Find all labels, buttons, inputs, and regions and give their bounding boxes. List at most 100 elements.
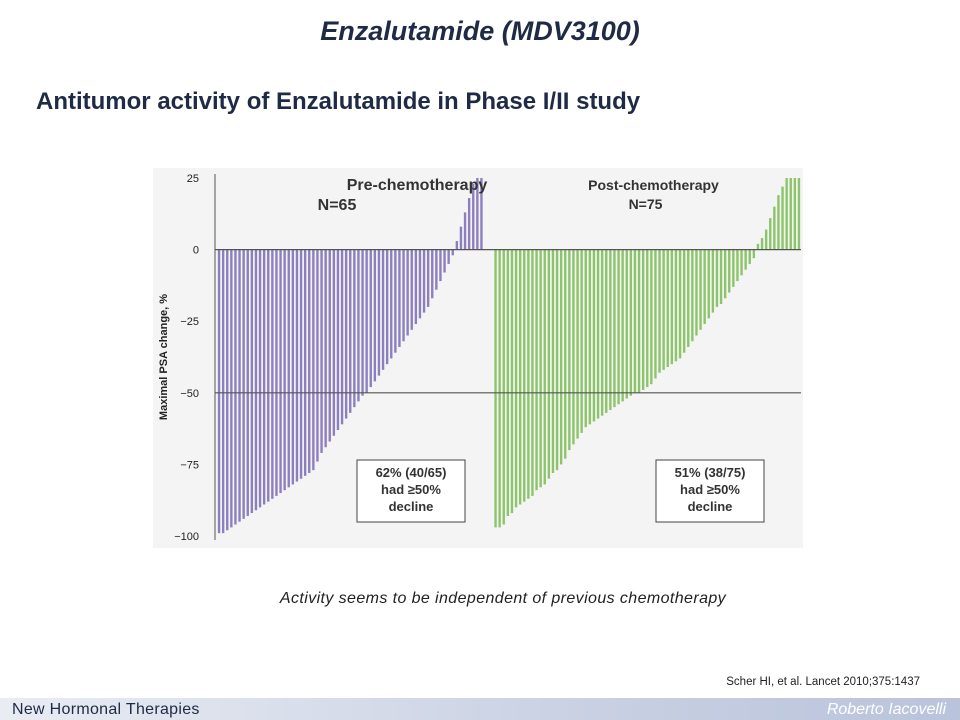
footer-section-title: New Hormonal Therapies [12,701,200,718]
post-chemo-bar [670,249,674,365]
pre-chemo-bar [295,249,299,482]
annotation-box-post-text: had ≥50% [680,482,740,497]
pre-chemo-bar [406,249,409,336]
annotation-box-post [655,459,765,523]
post-chemo-bar [596,249,600,419]
pre-chemo-bar [394,249,397,353]
post-chemo-bar [777,195,780,250]
post-chemo-bar [691,249,694,342]
post-chemo-bar [572,249,575,445]
annotation-box-pre-text: 62% (40/65) [376,465,447,480]
post-chemo-bar [617,249,620,405]
pre-chemo-bar [443,249,446,273]
pre-chemo-bar [254,249,258,511]
pre-chemo-bar [275,249,278,496]
pre-chemo-bar [221,249,225,534]
pre-chemo-bar [390,249,393,359]
y-axis-label: Maximal PSA change, % [158,294,170,420]
post-chemo-bar [498,249,501,528]
post-chemo-bar [711,249,715,313]
post-chemo-bar [613,249,616,408]
post-chemo-bar [715,249,719,307]
post-chemo-bar [674,249,678,362]
waterfall-chart: Maximal PSA change, % 25 0 −25 −50 −75 −100 Pre… [153,168,803,548]
slide-subtitle: Antitumor activity of Enzalutamide in Ph… [36,88,641,115]
post-chemo-bar [551,249,555,473]
footer-bar: New Hormonal Therapies Roberto Iacovelli [0,698,960,720]
post-chemo-bar [662,249,665,370]
post-chemo-bar [666,249,669,368]
post-chemo-bar [719,249,723,305]
post-chemo-bar [514,249,518,508]
post-chemo-bar [789,178,792,250]
post-chemo-bar [531,249,534,496]
post-chemo-bar [543,249,546,485]
pre-chemo-bar [431,249,434,299]
pre-chemo-bar [369,249,372,388]
post-chemo-bar [699,249,702,330]
pre-chemo-bar [340,249,344,425]
pre-chemo-bar [353,249,356,408]
pre-chemo-bar [328,249,331,442]
post-chemo-bar [769,218,772,250]
pre-chemo-bar [377,249,381,376]
chart-svg: Maximal PSA change, % 25 0 −25 −50 −75 −100 Pre… [158,173,801,543]
post-chemo-bar [756,243,760,250]
panel-title-pre: Pre-chemotherapy [347,177,488,194]
pre-chemo-bar [361,249,364,396]
caption: Activity seems to be independent of prev… [279,590,727,607]
pre-chemo-bar [226,249,229,531]
pre-chemo-bar [320,249,323,453]
post-chemo-bar [588,249,592,425]
post-chemo-bar [580,249,583,433]
pre-chemo-bar [283,249,286,491]
slide-title: Enzalutamide (MDV3100) [320,16,640,46]
post-chemo-bar [728,249,731,293]
post-chemo-bar [793,178,797,250]
post-chemo-bar [523,249,526,502]
post-chemo-bar [621,249,624,402]
pre-chemo-bar [234,249,237,525]
pre-chemo-bar [267,249,270,502]
post-chemo-bar [506,249,510,516]
post-chemo-bar [678,249,682,359]
post-chemo-bar [600,249,604,416]
pre-chemo-bar [279,249,282,494]
pre-chemo-bar [316,249,319,462]
pre-chemo-bar [365,249,368,393]
post-chemo-bar [781,186,784,250]
pre-chemo-bar [246,249,249,516]
panel-n-pre: N=65 [318,197,357,214]
post-chemo-bar [703,249,706,325]
pre-chemo-bar [287,249,290,488]
pre-chemo-bar [410,249,413,330]
reference-citation: Scher HI, et al. Lancet 2010;375:1437 [726,676,920,688]
pre-chemo-bar [385,249,389,365]
post-chemo-bar [510,249,514,514]
post-chemo-bar [707,249,710,319]
post-chemo-bar [592,249,596,422]
post-chemo-bar [732,249,735,287]
post-chemo-bar [687,249,690,347]
post-chemo-bar [682,249,686,353]
post-chemo-bar [637,249,641,393]
pre-chemo-bar [217,249,221,534]
post-chemo-bar [723,249,727,299]
post-chemo-bar [641,249,645,390]
post-chemo-bar [576,249,579,439]
pre-chemo-bar [435,249,438,290]
post-chemo-bar [773,206,776,250]
pre-chemo-bar [439,249,442,282]
pre-chemo-bar [262,249,266,505]
post-chemo-bar [564,249,567,459]
pre-chemo-bar [398,249,401,347]
pre-chemo-bar [242,249,245,519]
post-chemo-bar [535,249,538,491]
pre-chemo-bar [258,249,262,508]
y-tick-label: 25 [187,173,199,185]
pre-chemo-bar [373,249,377,382]
pre-chemo-bar [303,249,307,476]
pre-chemo-bar [426,249,430,307]
footer-author: Roberto Iacovelli [826,701,946,718]
post-chemo-bar [494,249,497,528]
